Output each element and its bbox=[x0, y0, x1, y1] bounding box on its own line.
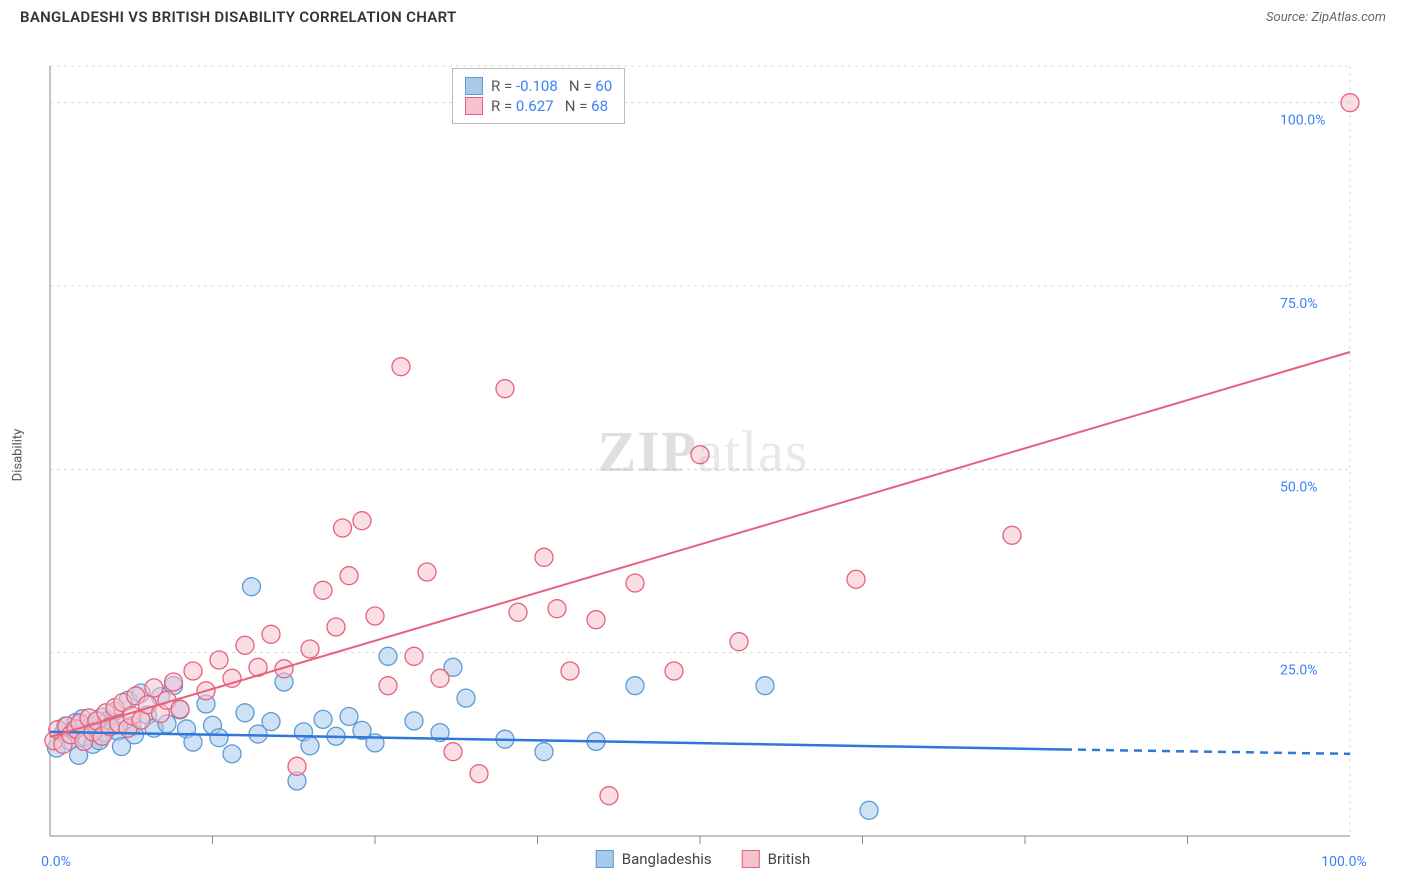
legend-swatch bbox=[465, 97, 483, 115]
stats-legend: R = -0.108 N = 60 R = 0.627 N = 68 bbox=[452, 68, 625, 124]
y-axis-label: Disability bbox=[11, 429, 26, 482]
bottom-legend-item: British bbox=[742, 850, 811, 868]
scatter-chart: 25.0% 50.0% 75.0% 100.0% 0.0% 100.0% bbox=[0, 30, 1406, 880]
legend-label: British bbox=[768, 850, 811, 868]
legend-swatch bbox=[465, 77, 483, 95]
legend-swatch bbox=[742, 850, 760, 868]
legend-stats-text: R = -0.108 N = 60 bbox=[491, 77, 612, 95]
svg-text:0.0%: 0.0% bbox=[41, 854, 71, 870]
svg-text:100.0%: 100.0% bbox=[1280, 113, 1325, 129]
legend-stats-text: R = 0.627 N = 68 bbox=[491, 97, 608, 115]
bottom-legend: Bangladeshis British bbox=[596, 850, 810, 868]
svg-text:50.0%: 50.0% bbox=[1280, 479, 1318, 495]
stats-legend-row: R = 0.627 N = 68 bbox=[465, 97, 612, 115]
stats-legend-row: R = -0.108 N = 60 bbox=[465, 77, 612, 95]
chart-title: BANGLADESHI VS BRITISH DISABILITY CORREL… bbox=[20, 8, 456, 26]
chart-area: Disability ZIPatlas 25.0%50.0%75.0%100.0… bbox=[0, 30, 1406, 880]
svg-text:75.0%: 75.0% bbox=[1280, 296, 1318, 312]
bottom-legend-item: Bangladeshis bbox=[596, 850, 712, 868]
source-label: Source: ZipAtlas.com bbox=[1266, 10, 1386, 25]
legend-label: Bangladeshis bbox=[622, 850, 712, 868]
legend-swatch bbox=[596, 850, 614, 868]
svg-text:25.0%: 25.0% bbox=[1280, 663, 1318, 679]
svg-text:100.0%: 100.0% bbox=[1321, 854, 1366, 870]
